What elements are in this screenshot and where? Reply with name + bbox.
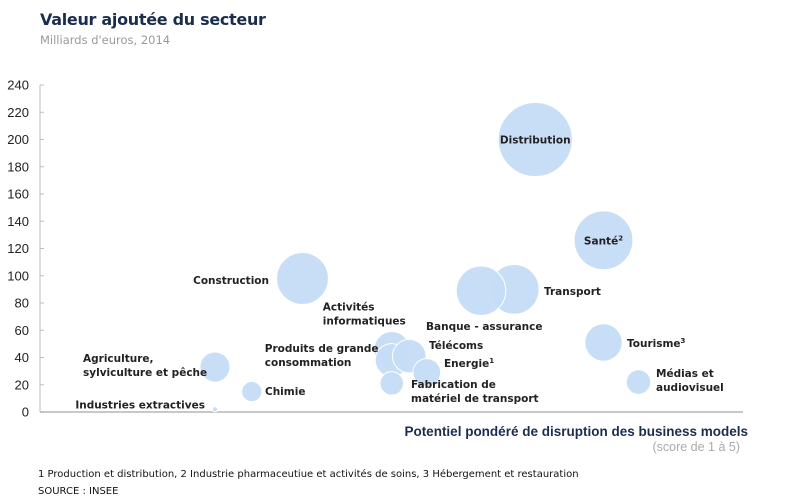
bubble-sant-: [573, 210, 634, 271]
y-tick-label: 220: [7, 105, 29, 120]
bubble-label-line: informatiques: [323, 315, 406, 327]
y-tick-label: 140: [7, 214, 29, 229]
bubble-label-line: Banque - assurance: [426, 321, 543, 333]
bubble-label-line: Tourisme: [627, 338, 681, 350]
bubble-fabrication-de-mat-riel-de-transport: [379, 371, 404, 396]
chart-subtitle: Milliards d'euros, 2014: [40, 33, 171, 47]
bubble-label: Transport: [544, 286, 601, 298]
bubble-construction: [276, 252, 329, 305]
y-tick-label: 120: [7, 241, 29, 256]
bubble-label-line: Produits de grande: [265, 343, 379, 355]
x-axis-subtitle: (score de 1 à 5): [652, 440, 740, 454]
y-tick-label: 40: [15, 350, 29, 365]
bubble-label: Industries extractives: [75, 399, 205, 411]
bubble-label-line: Energie: [444, 358, 489, 370]
y-tick-label: 80: [15, 296, 29, 311]
y-ticks: 0 20 40 60 80 100 120 140 160 180 200 220 240: [7, 78, 44, 420]
bubble-label-line: Agriculture,: [83, 353, 154, 365]
bubble-label: Activités informatiques: [323, 301, 406, 327]
footnotes: 1 Production et distribution, 2 Industri…: [38, 469, 579, 480]
footnote-superscript: 2: [618, 234, 623, 242]
bubbles: [199, 101, 652, 413]
y-tick-label: 180: [7, 159, 29, 174]
bubble-label-line: consommation: [265, 357, 352, 369]
bubble-label: Energie1: [444, 357, 494, 370]
x-axis-title: Potentiel pondéré de disruption des busi…: [404, 424, 748, 439]
bubble-label-line: Santé: [584, 235, 618, 247]
bubble-label: Médias et audiovisuel: [656, 368, 724, 394]
bubble-label: Chimie: [265, 386, 305, 398]
bubble-tourisme: [584, 323, 623, 362]
y-tick-label: 200: [7, 132, 29, 147]
source-note: SOURCE : INSEE: [38, 486, 119, 497]
y-tick-label: 20: [15, 377, 29, 392]
bubble-label: Santé2: [584, 234, 623, 247]
bubble-label-line: sylviculture et pêche: [83, 367, 207, 379]
bubble-m-dias-et-audiovisuel: [625, 369, 652, 395]
bubble-label-line: Construction: [193, 275, 269, 287]
bubble-label-line: Distribution: [500, 135, 571, 147]
footnote-superscript: 3: [681, 337, 686, 345]
bubble-label-line: Fabrication de: [411, 379, 496, 391]
bubble-labels: Distribution Santé2 Transport Banque - assu…: [75, 135, 723, 412]
y-tick-label: 100: [7, 268, 29, 283]
bubble-distribution: [497, 101, 573, 178]
bubble-energie: [412, 358, 442, 387]
chart-title: Valeur ajoutée du secteur: [40, 10, 266, 29]
bubble-label-line: Télécoms: [429, 340, 483, 352]
bubble-label-line: Industries extractives: [75, 399, 205, 411]
bubble-label: Banque - assurance: [426, 321, 543, 333]
y-tick-label: 0: [22, 405, 29, 420]
bubble-label: Fabrication de matériel de transport: [411, 379, 539, 405]
bubble-label: Produits de grande consommation: [265, 343, 379, 369]
bubble-label: Construction: [193, 275, 269, 287]
y-tick-label: 160: [7, 187, 29, 202]
bubble-label-line: audiovisuel: [656, 382, 724, 394]
bubble-chimie: [241, 380, 263, 403]
bubble-label-line: matériel de transport: [411, 393, 539, 405]
bubble-agriculture-sylviculture-et-p-che: [199, 351, 231, 383]
bubble-label-line: Activités: [323, 301, 375, 313]
bubble-label-line: Chimie: [265, 386, 305, 398]
bubble-label-line: Médias et: [656, 368, 714, 380]
y-tick-label: 60: [15, 323, 29, 338]
bubble-label: Distribution: [500, 135, 571, 147]
bubble-label-line: Transport: [544, 286, 601, 298]
footnote-superscript: 1: [489, 357, 494, 365]
bubble-label: Agriculture, sylviculture et pêche: [83, 353, 207, 379]
y-tick-label: 240: [7, 78, 29, 93]
bubble-label: Tourisme3: [627, 337, 686, 350]
bubble-label: Télécoms: [429, 340, 483, 352]
bubble-industries-extractives: [211, 406, 219, 413]
bubble-banque-assurance: [455, 265, 507, 316]
